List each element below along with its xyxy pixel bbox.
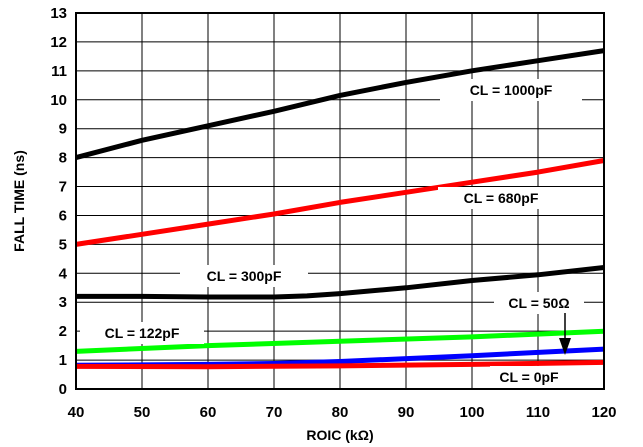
y-tick-label: 5 — [59, 236, 67, 253]
series-label-5: CL = 0pF — [499, 369, 559, 385]
series-line-2 — [76, 265, 605, 300]
y-tick-label: 13 — [50, 5, 67, 22]
x-tick-label: 40 — [68, 404, 85, 421]
y-tick-label: 12 — [50, 34, 67, 51]
y-tick-label: 7 — [59, 179, 67, 196]
x-axis-title: ROIC (kΩ) — [306, 427, 373, 443]
x-tick-label: 90 — [398, 404, 415, 421]
series-label-bg — [80, 322, 204, 344]
y-tick-label: 9 — [59, 121, 67, 138]
x-tick-label: 50 — [134, 404, 151, 421]
series-label-2: CL = 300pF — [207, 268, 282, 284]
y-tick-label: 3 — [59, 294, 67, 311]
x-tick-label: 100 — [459, 404, 484, 421]
grid — [76, 13, 604, 389]
y-tick-label: 10 — [50, 92, 67, 109]
x-tick-label: 80 — [332, 404, 349, 421]
series-label-3: CL = 122pF — [105, 325, 180, 341]
series-label-bg — [440, 79, 582, 101]
series-lines — [75, 48, 605, 370]
plot-frame — [75, 12, 605, 390]
series-line-1 — [75, 158, 605, 247]
series-line-3 — [75, 328, 605, 354]
series-line-5 — [75, 359, 605, 370]
series-label-1: CL = 680pF — [464, 190, 539, 206]
series-line-0 — [75, 48, 605, 161]
y-axis-title: FALL TIME (ns) — [11, 150, 27, 252]
series-label-4: CL = 50Ω — [508, 295, 569, 311]
series-label-0: CL = 1000pF — [470, 82, 553, 98]
x-tick-label: 70 — [266, 404, 283, 421]
y-tick-label: 11 — [51, 63, 67, 80]
series-label-bg — [438, 187, 564, 209]
x-tick-label: 120 — [591, 404, 616, 421]
series-labels: CL = 1000pF CL = 680pF CL = 300pF CL = 122p… — [80, 79, 584, 388]
x-tick-label: 60 — [200, 404, 217, 421]
y-tick-label: 6 — [59, 207, 67, 224]
pointer-arrow-head — [559, 338, 571, 355]
y-tick-label: 8 — [59, 150, 67, 167]
series-label-bg — [490, 366, 568, 388]
x-tick-label: 110 — [526, 404, 550, 421]
series-label-bg — [494, 292, 584, 314]
series-label-bg — [180, 265, 308, 287]
y-tick-label: 0 — [59, 381, 67, 398]
y-tick-label: 4 — [59, 265, 68, 282]
y-tick-label: 1 — [59, 352, 67, 369]
y-tick-label: 2 — [59, 323, 67, 340]
